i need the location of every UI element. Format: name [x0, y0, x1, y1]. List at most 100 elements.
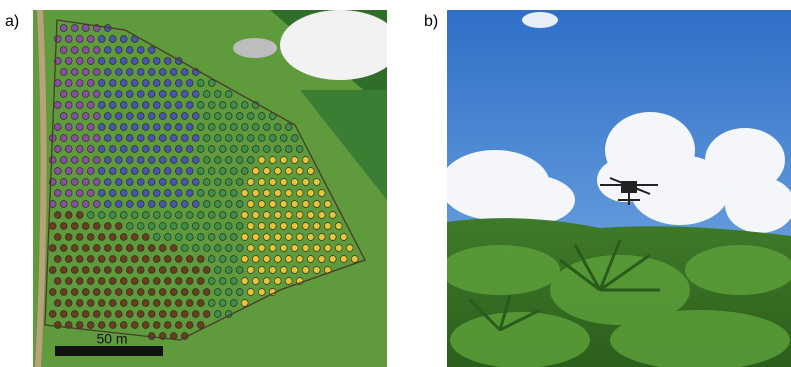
tree-marker: [181, 179, 188, 186]
tree-marker: [170, 91, 177, 98]
tree-marker: [285, 124, 292, 131]
tree-marker: [115, 267, 122, 274]
tree-marker: [197, 234, 204, 241]
tree-marker: [263, 146, 270, 153]
tree-marker: [153, 168, 160, 175]
tree-marker: [148, 157, 155, 164]
tree-marker: [104, 245, 111, 252]
tree-marker: [93, 267, 100, 274]
tree-marker: [82, 267, 89, 274]
tree-marker: [148, 69, 155, 76]
tree-marker: [181, 113, 188, 120]
tree-marker: [225, 245, 232, 252]
tree-marker: [71, 267, 78, 274]
tree-marker: [104, 113, 111, 120]
tree-marker: [225, 267, 232, 274]
tree-marker: [65, 300, 72, 307]
tree-marker: [192, 311, 199, 318]
tree-marker: [285, 278, 292, 285]
tree-marker: [318, 190, 325, 197]
tree-marker: [115, 223, 122, 230]
tree-marker: [203, 91, 210, 98]
tree-marker: [76, 256, 83, 263]
tree-marker: [104, 289, 111, 296]
tree-marker: [109, 58, 116, 65]
tree-marker: [219, 300, 226, 307]
tree-marker: [269, 157, 276, 164]
tree-marker: [65, 36, 72, 43]
tree-marker: [71, 113, 78, 120]
tree-marker: [269, 201, 276, 208]
tree-marker: [252, 234, 259, 241]
tree-marker: [115, 157, 122, 164]
tree-marker: [296, 190, 303, 197]
tree-marker: [170, 201, 177, 208]
tree-marker: [241, 256, 248, 263]
tree-marker: [263, 168, 270, 175]
tree-marker: [203, 179, 210, 186]
tree-marker: [76, 36, 83, 43]
tree-marker: [49, 245, 56, 252]
tree-marker: [302, 223, 309, 230]
tree-marker: [192, 267, 199, 274]
tree-marker: [71, 289, 78, 296]
tree-marker: [87, 36, 94, 43]
tree-marker: [148, 113, 155, 120]
tree-marker: [285, 212, 292, 219]
tree-marker: [252, 212, 259, 219]
tree-marker: [302, 245, 309, 252]
tree-marker: [313, 179, 320, 186]
tree-marker: [181, 135, 188, 142]
tree-marker: [230, 278, 237, 285]
tree-marker: [71, 47, 78, 54]
tree-marker: [98, 212, 105, 219]
tree-marker: [236, 245, 243, 252]
tree-marker: [214, 157, 221, 164]
tree-marker: [76, 146, 83, 153]
tree-marker: [93, 179, 100, 186]
tree-marker: [148, 267, 155, 274]
tree-marker: [131, 102, 138, 109]
tree-marker: [137, 157, 144, 164]
tree-marker: [214, 311, 221, 318]
tree-marker: [65, 80, 72, 87]
tree-marker: [340, 256, 347, 263]
tree-marker: [274, 168, 281, 175]
tree-marker: [302, 179, 309, 186]
tree-marker: [76, 102, 83, 109]
tree-marker: [164, 124, 171, 131]
tree-marker: [230, 234, 237, 241]
tree-marker: [219, 146, 226, 153]
tree-marker: [153, 212, 160, 219]
drone-photo: [440, 10, 791, 367]
tree-marker: [164, 300, 171, 307]
tree-marker: [137, 91, 144, 98]
tree-marker: [269, 179, 276, 186]
tree-marker: [197, 256, 204, 263]
tree-marker: [142, 168, 149, 175]
tree-marker: [87, 234, 94, 241]
tree-marker: [159, 91, 166, 98]
tree-marker: [82, 47, 89, 54]
tree-marker: [142, 102, 149, 109]
tree-marker: [197, 124, 204, 131]
tree-marker: [291, 245, 298, 252]
tree-marker: [219, 278, 226, 285]
tree-marker: [82, 135, 89, 142]
tree-marker: [71, 179, 78, 186]
tree-marker: [241, 278, 248, 285]
tree-marker: [263, 278, 270, 285]
tree-marker: [192, 223, 199, 230]
tree-marker: [241, 190, 248, 197]
tree-marker: [109, 278, 116, 285]
tree-marker: [329, 212, 336, 219]
tree-marker: [120, 36, 127, 43]
tree-marker: [87, 168, 94, 175]
tree-marker: [54, 168, 61, 175]
tree-marker: [236, 135, 243, 142]
tree-marker: [170, 157, 177, 164]
tree-marker: [126, 113, 133, 120]
tree-marker: [148, 135, 155, 142]
tree-marker: [280, 201, 287, 208]
tree-marker: [170, 245, 177, 252]
